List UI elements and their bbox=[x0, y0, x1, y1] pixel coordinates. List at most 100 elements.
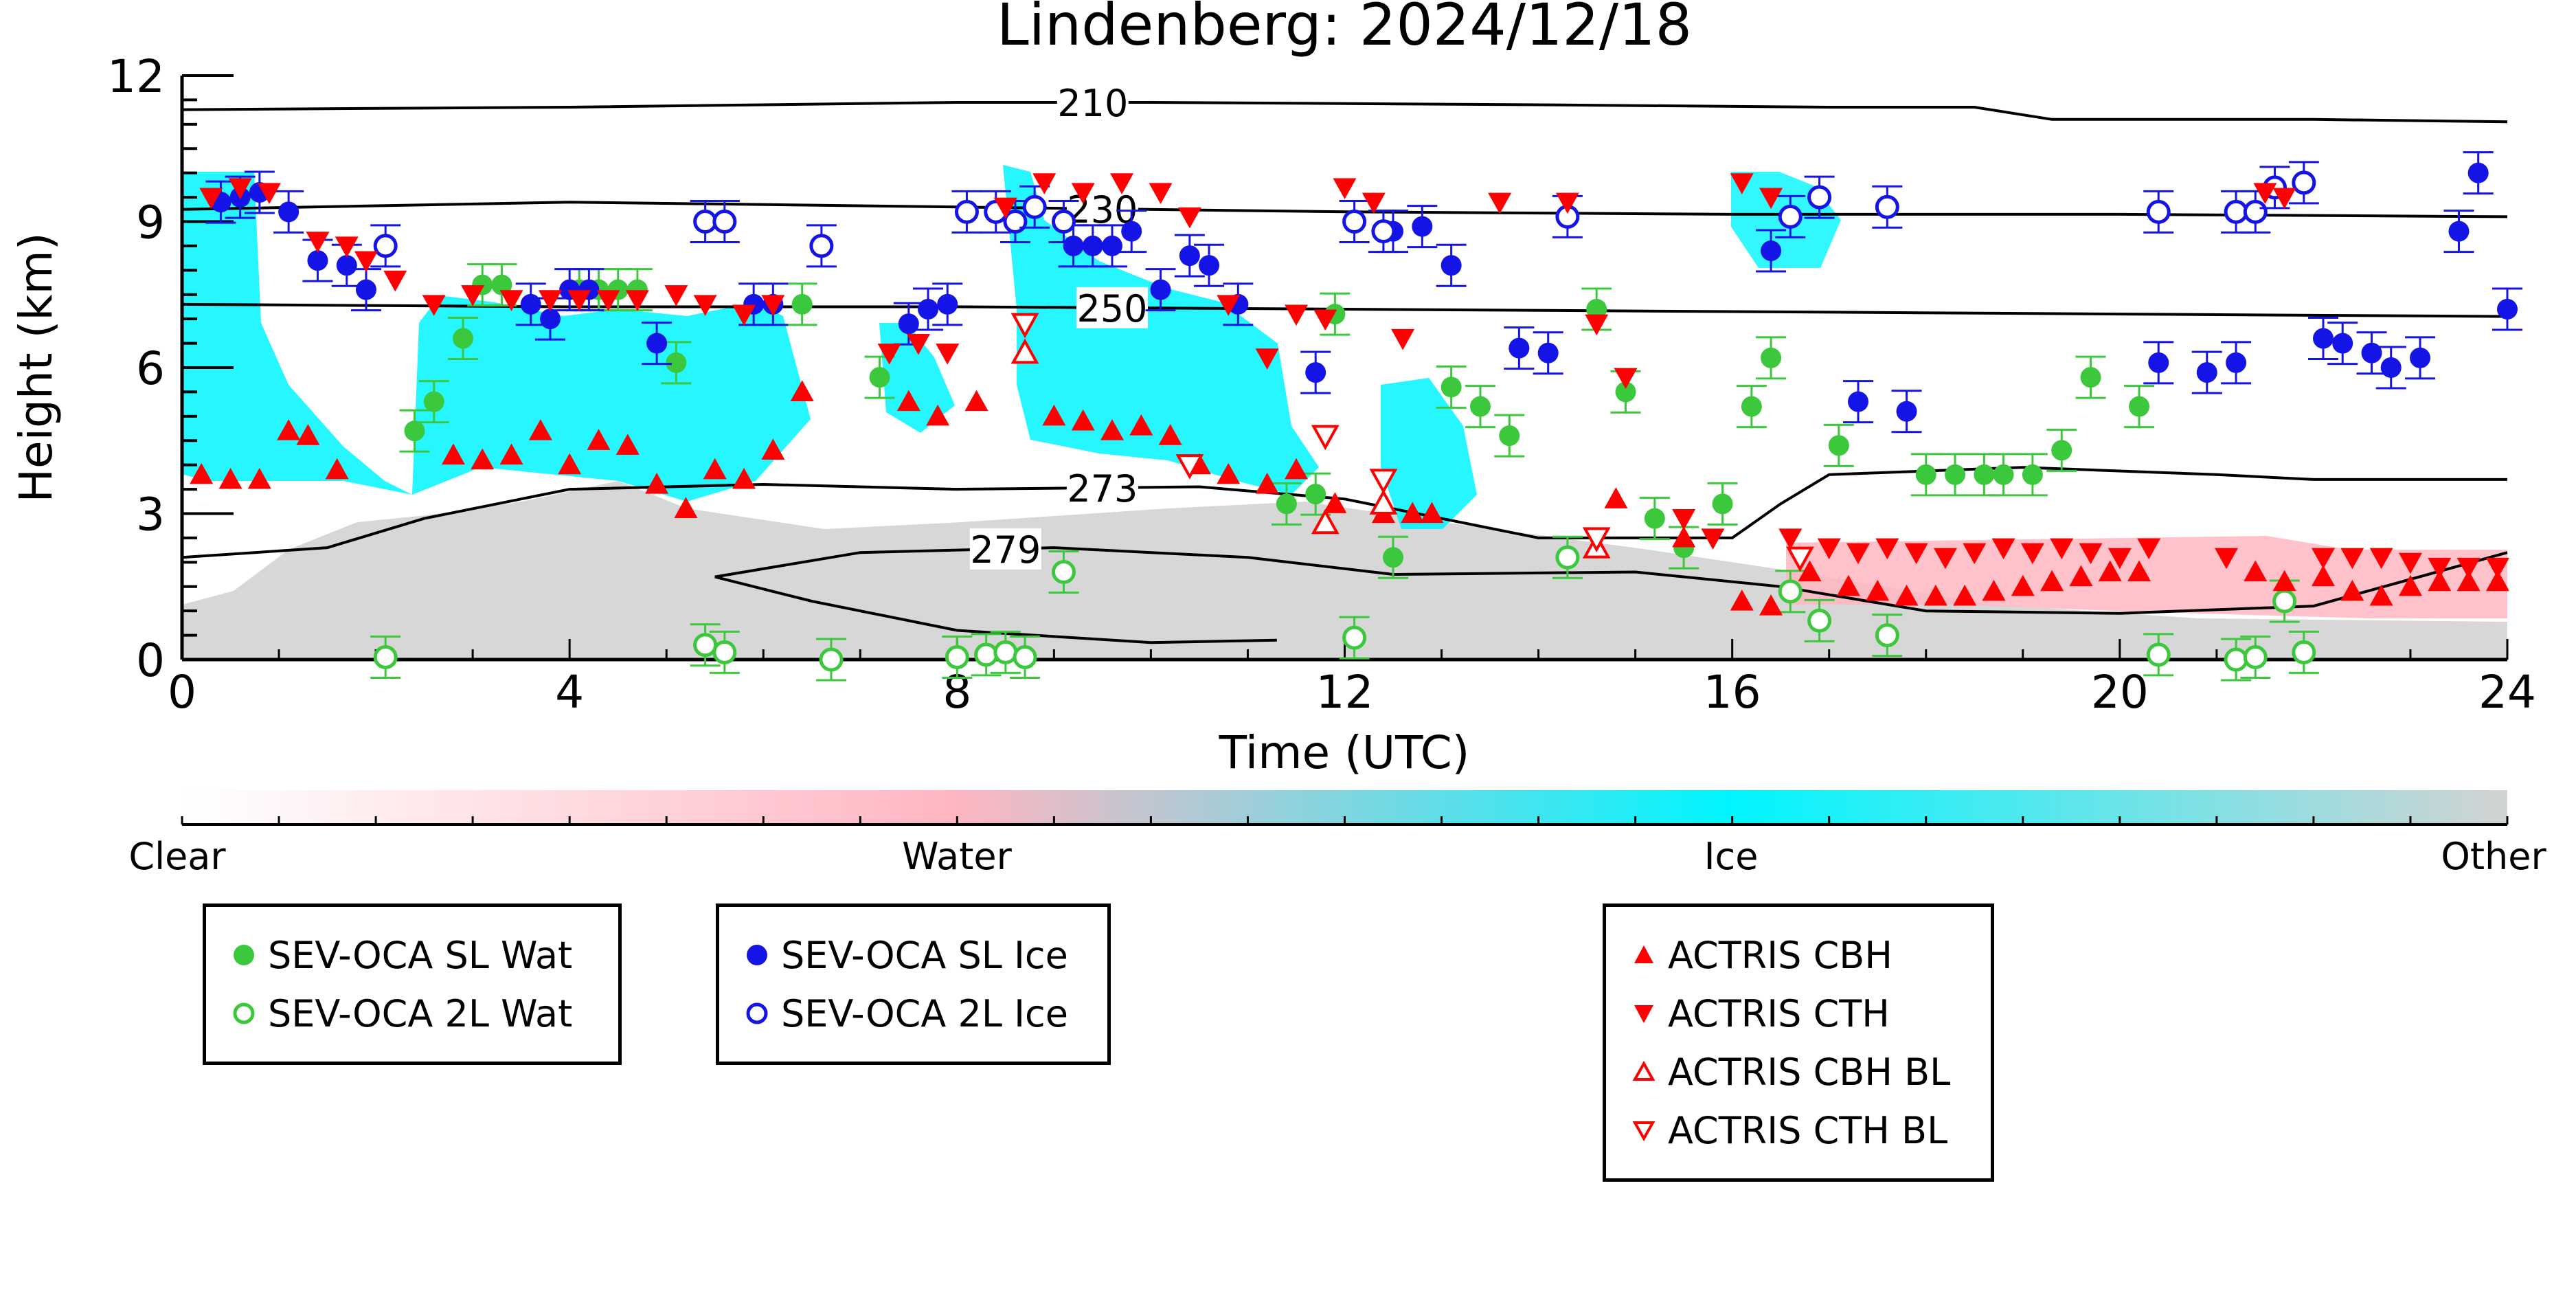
data-point bbox=[693, 210, 718, 234]
data-point bbox=[1042, 404, 1066, 426]
data-point bbox=[2332, 333, 2353, 354]
data-point bbox=[869, 367, 890, 388]
data-point bbox=[2146, 199, 2171, 224]
data-point bbox=[1712, 493, 1733, 515]
contour-line-210 bbox=[181, 101, 2508, 124]
data-point bbox=[2020, 543, 2044, 565]
data-point bbox=[199, 188, 223, 210]
data-point bbox=[906, 333, 930, 355]
data-point bbox=[306, 232, 330, 253]
data-point bbox=[2224, 647, 2248, 672]
data-point bbox=[1313, 309, 1337, 331]
data-point bbox=[1895, 584, 1919, 606]
legend-label: ACTRIS CBH bbox=[1668, 933, 1893, 977]
data-point bbox=[336, 255, 357, 276]
data-point bbox=[1412, 216, 1433, 237]
data-point bbox=[2224, 199, 2248, 224]
data-point bbox=[2253, 183, 2277, 204]
hollow-triangle-up-icon bbox=[1620, 1044, 1668, 1099]
legend-label: ACTRIS CTH BL bbox=[1668, 1108, 1948, 1152]
series-sev-oca-2l-wat bbox=[370, 535, 2319, 682]
legend-label: ACTRIS CTH bbox=[1668, 991, 1890, 1035]
data-point bbox=[819, 647, 844, 672]
data-point bbox=[1509, 337, 1530, 359]
filled-circle-icon bbox=[220, 928, 268, 983]
data-point bbox=[461, 285, 485, 306]
data-point bbox=[2243, 199, 2268, 224]
data-point bbox=[2079, 543, 2103, 565]
data-point bbox=[1420, 502, 1444, 524]
series-actris-cth bbox=[199, 173, 2509, 579]
data-point bbox=[674, 497, 698, 519]
contour-label-bg bbox=[969, 528, 1041, 570]
legend-entry-sl-ice: SEV-OCA SL Ice bbox=[733, 928, 1068, 983]
data-point bbox=[2340, 579, 2364, 601]
data-point bbox=[645, 473, 669, 494]
series-actris-cbh bbox=[190, 380, 2509, 616]
data-point bbox=[1759, 188, 1783, 210]
ice-phase-region-1 bbox=[182, 172, 811, 502]
data-point bbox=[383, 270, 407, 292]
data-point bbox=[423, 391, 444, 412]
y-axis-label: Height (km) bbox=[10, 232, 63, 502]
colorbar-label-water: Water bbox=[902, 835, 1012, 878]
x-tick-label: 4 bbox=[555, 666, 584, 719]
x-tick-label: 16 bbox=[1704, 666, 1761, 719]
data-point bbox=[1010, 313, 1039, 339]
data-point bbox=[896, 390, 920, 412]
data-point bbox=[218, 467, 242, 489]
data-point bbox=[1786, 546, 1814, 572]
data-point bbox=[2369, 548, 2393, 570]
y-tick-label: 0 bbox=[136, 634, 165, 687]
data-point bbox=[1848, 391, 1869, 412]
data-point bbox=[1032, 173, 1057, 194]
data-point bbox=[1342, 210, 1367, 234]
data-point bbox=[1362, 192, 1386, 214]
data-point bbox=[2148, 352, 2169, 373]
data-point bbox=[809, 234, 834, 258]
data-point bbox=[2398, 552, 2422, 574]
data-point bbox=[355, 279, 376, 300]
data-point bbox=[1149, 183, 1173, 204]
data-point bbox=[1555, 192, 1579, 214]
data-point bbox=[404, 420, 425, 442]
data-point bbox=[1255, 473, 1279, 494]
data-point bbox=[1875, 538, 1899, 560]
data-point bbox=[2380, 357, 2402, 378]
y-tick-label: 9 bbox=[136, 197, 165, 249]
hollow-triangle-down-icon bbox=[1620, 1103, 1668, 1158]
legend-label: SEV-OCA 2L Wat bbox=[268, 991, 573, 1035]
data-point bbox=[791, 293, 813, 315]
contour-label: 250 bbox=[1076, 287, 1147, 330]
data-point bbox=[2040, 570, 2064, 592]
data-point bbox=[1741, 396, 1762, 417]
data-point bbox=[1311, 508, 1340, 535]
data-point bbox=[926, 404, 950, 426]
data-point bbox=[2369, 584, 2393, 606]
data-point bbox=[1284, 458, 1308, 480]
data-point bbox=[1586, 299, 1607, 319]
ice-phase-region-3 bbox=[879, 323, 955, 433]
colorbar-label-ice: Ice bbox=[1704, 835, 1759, 878]
data-point bbox=[1499, 425, 1520, 447]
data-point bbox=[1255, 348, 1279, 370]
data-point bbox=[2428, 570, 2452, 592]
data-point bbox=[1082, 235, 1103, 256]
data-point bbox=[1817, 538, 1841, 560]
data-point bbox=[2129, 396, 2150, 417]
data-point bbox=[918, 299, 939, 319]
data-point bbox=[1915, 464, 1936, 485]
data-point bbox=[2050, 538, 2074, 560]
data-point bbox=[1761, 347, 1782, 368]
data-point bbox=[993, 197, 1017, 219]
data-point bbox=[1217, 462, 1241, 484]
legend-entry-cbh: ACTRIS CBH bbox=[1620, 928, 1893, 983]
data-point bbox=[2292, 170, 2316, 195]
data-point bbox=[1604, 487, 1628, 508]
data-point bbox=[1846, 543, 1871, 565]
data-point bbox=[1537, 342, 1559, 363]
triangle-up-icon bbox=[1620, 928, 1668, 983]
data-point bbox=[2292, 640, 2316, 664]
data-point bbox=[2485, 557, 2509, 579]
data-point bbox=[1003, 210, 1028, 234]
